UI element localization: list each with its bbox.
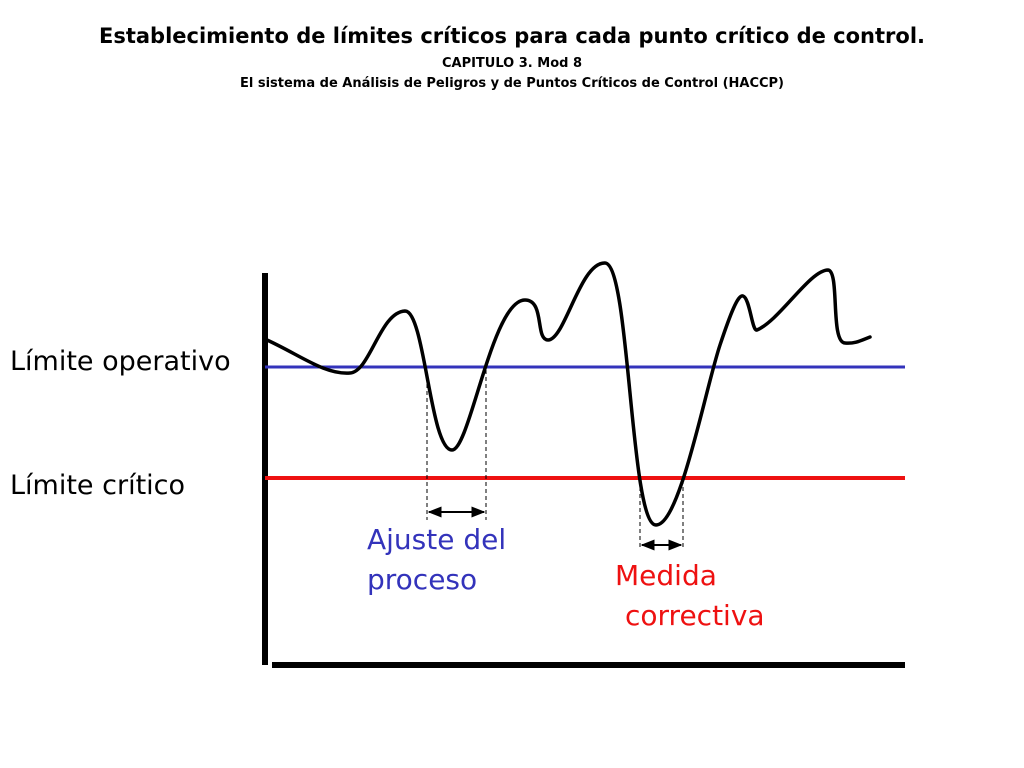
process-adjustment-line2: proceso [367,563,478,596]
operating-limit-label: Límite operativo [10,346,231,377]
corrective-action-line2: correctiva [625,599,765,632]
corrective-action-annotation: Medida correctiva [615,556,765,636]
process-curve [265,261,872,527]
chapter-subtitle: CAPITULO 3. Mod 8 [441,56,583,71]
slide-title: Establecimiento de límites críticos para… [98,24,926,48]
system-subtitle: El sistema de Análisis de Peligros y de … [239,76,784,91]
critical-limit-label: Límite crítico [10,470,186,501]
process-adjustment-annotation: Ajuste del proceso [367,520,506,600]
process-adjustment-line1: Ajuste del [367,523,507,556]
corrective-action-line1: Medida [615,559,717,592]
